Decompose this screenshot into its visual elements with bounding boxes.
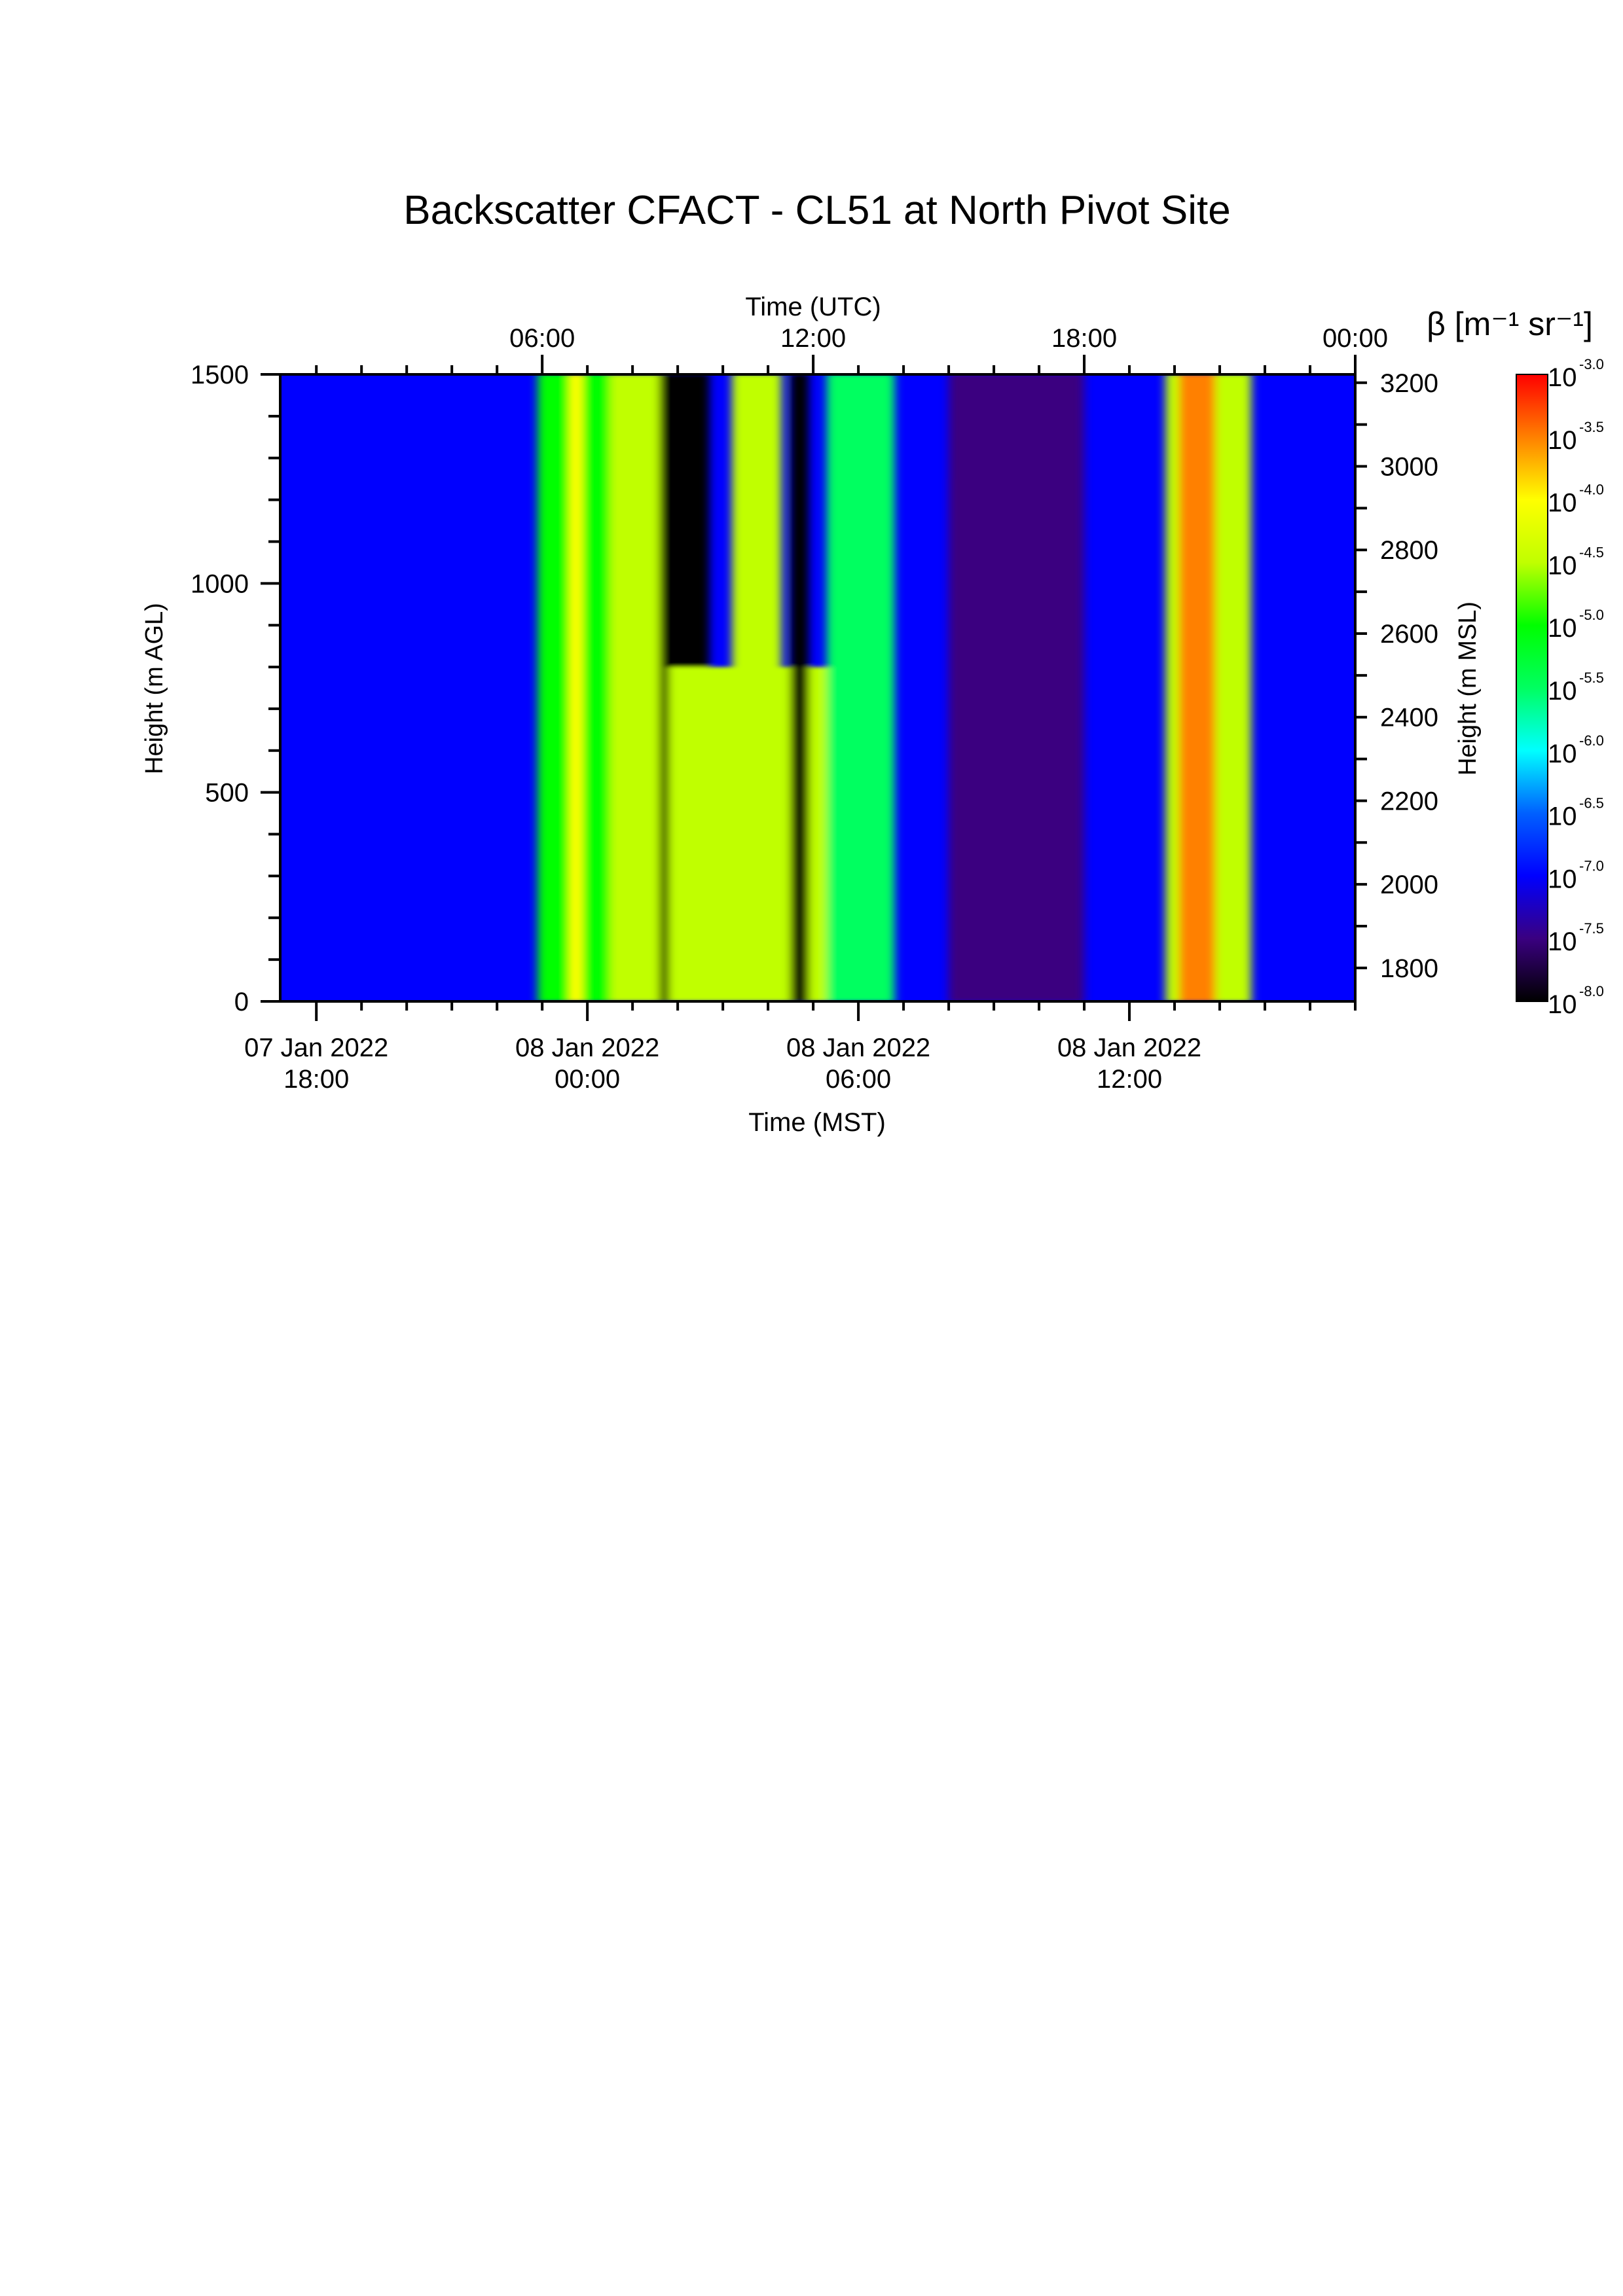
colorbar-tick-exponent: -8.0	[1579, 983, 1604, 999]
y-right-tick-label: 2000	[1380, 870, 1438, 899]
colorbar-tick-base: 10	[1548, 677, 1577, 706]
y-right-tick-label: 2600	[1380, 620, 1438, 649]
heatmap-cell	[731, 374, 782, 1001]
x-bottom-tick-time: 00:00	[555, 1065, 620, 1094]
y-left-tick-label: 1000	[191, 569, 249, 598]
colorbar-tick-base: 10	[1548, 865, 1577, 893]
colorbar-tick-base: 10	[1548, 363, 1577, 392]
heatmap-cell	[949, 374, 1085, 1001]
heatmap-plot-area	[280, 374, 1355, 1001]
x-bottom-tick-time: 12:00	[1097, 1065, 1162, 1094]
colorbar-tick-exponent: -4.0	[1579, 482, 1604, 498]
y-right-tick-label: 3200	[1380, 369, 1438, 398]
x-bottom-tick-date: 08 Jan 2022	[1057, 1033, 1201, 1062]
y-right-axis-label: Height (m MSL)	[1454, 601, 1482, 776]
y-left-tick-label: 0	[234, 988, 249, 1016]
chart-title: Backscatter CFACT - CL51 at North Pivot …	[403, 188, 1230, 233]
y-right-tick-label: 2400	[1380, 704, 1438, 732]
heatmap-cell	[826, 374, 895, 1001]
colorbar-tick-exponent: -7.5	[1579, 920, 1604, 937]
colorbar-tick-base: 10	[1548, 551, 1577, 580]
colorbar-tick-base: 10	[1548, 740, 1577, 768]
colorbar-tick-exponent: -7.0	[1579, 857, 1604, 874]
x-bottom-tick-date: 07 Jan 2022	[244, 1033, 388, 1062]
colorbar-tick-exponent: -6.5	[1579, 795, 1604, 812]
heatmap-cell	[1178, 374, 1216, 1001]
y-right-tick-label: 2200	[1380, 787, 1438, 816]
colorbar-tick-exponent: -4.5	[1579, 544, 1604, 560]
bottom-axis: 07 Jan 2022 18:00 08 Jan 2022 00:00 08 Jan 2…	[244, 1001, 1357, 1094]
y-right-tick-label: 1800	[1380, 954, 1438, 983]
top-axis: 06:00 12:00 18:00 00:00	[315, 324, 1388, 374]
y-right-tick-label: 3000	[1380, 453, 1438, 482]
colorbar-tick-exponent: -5.0	[1579, 607, 1604, 623]
heatmap-cell	[610, 374, 665, 1001]
colorbar-tick-base: 10	[1548, 927, 1577, 956]
heatmap-cell	[569, 374, 583, 1001]
x-bottom-tick-date: 08 Jan 2022	[515, 1033, 659, 1062]
y-right-tick-label: 2800	[1380, 536, 1438, 565]
colorbar-tick-base: 10	[1548, 614, 1577, 643]
x-bottom-tick-time: 18:00	[283, 1065, 349, 1094]
x-bottom-tick-date: 08 Jan 2022	[786, 1033, 930, 1062]
x-top-tick-label: 18:00	[1051, 324, 1117, 353]
colorbar-ticks: 10 -3.010 -3.510 -4.010 -4.510 -5.010 -5.510 -6…	[1548, 356, 1604, 1019]
left-axis: 0 500 1000 1500	[191, 361, 280, 1016]
right-axis: 1800 2000 2200 2400 2600 2800 3000 3200	[1355, 369, 1438, 983]
colorbar	[1516, 374, 1548, 1002]
colorbar-label: β [m⁻¹ sr⁻¹]	[1427, 306, 1593, 342]
x-top-tick-label: 06:00	[509, 324, 575, 353]
colorbar-tick-base: 10	[1548, 426, 1577, 455]
y-left-axis-label: Height (m AGL)	[141, 603, 168, 774]
heatmap-cell	[790, 374, 809, 1001]
colorbar-tick-base: 10	[1548, 990, 1577, 1019]
x-top-tick-label: 12:00	[780, 324, 846, 353]
x-bottom-axis-label: Time (MST)	[748, 1108, 886, 1137]
heatmap-features	[538, 374, 1252, 1001]
colorbar-tick-exponent: -6.0	[1579, 732, 1604, 749]
colorbar-tick-exponent: -3.0	[1579, 356, 1604, 372]
y-left-tick-label: 500	[205, 779, 249, 808]
x-top-axis-label: Time (UTC)	[745, 293, 881, 321]
colorbar-tick-exponent: -3.5	[1579, 419, 1604, 435]
y-left-tick-label: 1500	[191, 361, 249, 389]
colorbar-tick-exponent: -5.5	[1579, 670, 1604, 686]
x-bottom-tick-time: 06:00	[826, 1065, 891, 1094]
x-top-tick-label: 00:00	[1322, 324, 1388, 353]
colorbar-tick-base: 10	[1548, 802, 1577, 831]
colorbar-tick-base: 10	[1548, 489, 1577, 518]
plot-frame	[279, 373, 1357, 1003]
